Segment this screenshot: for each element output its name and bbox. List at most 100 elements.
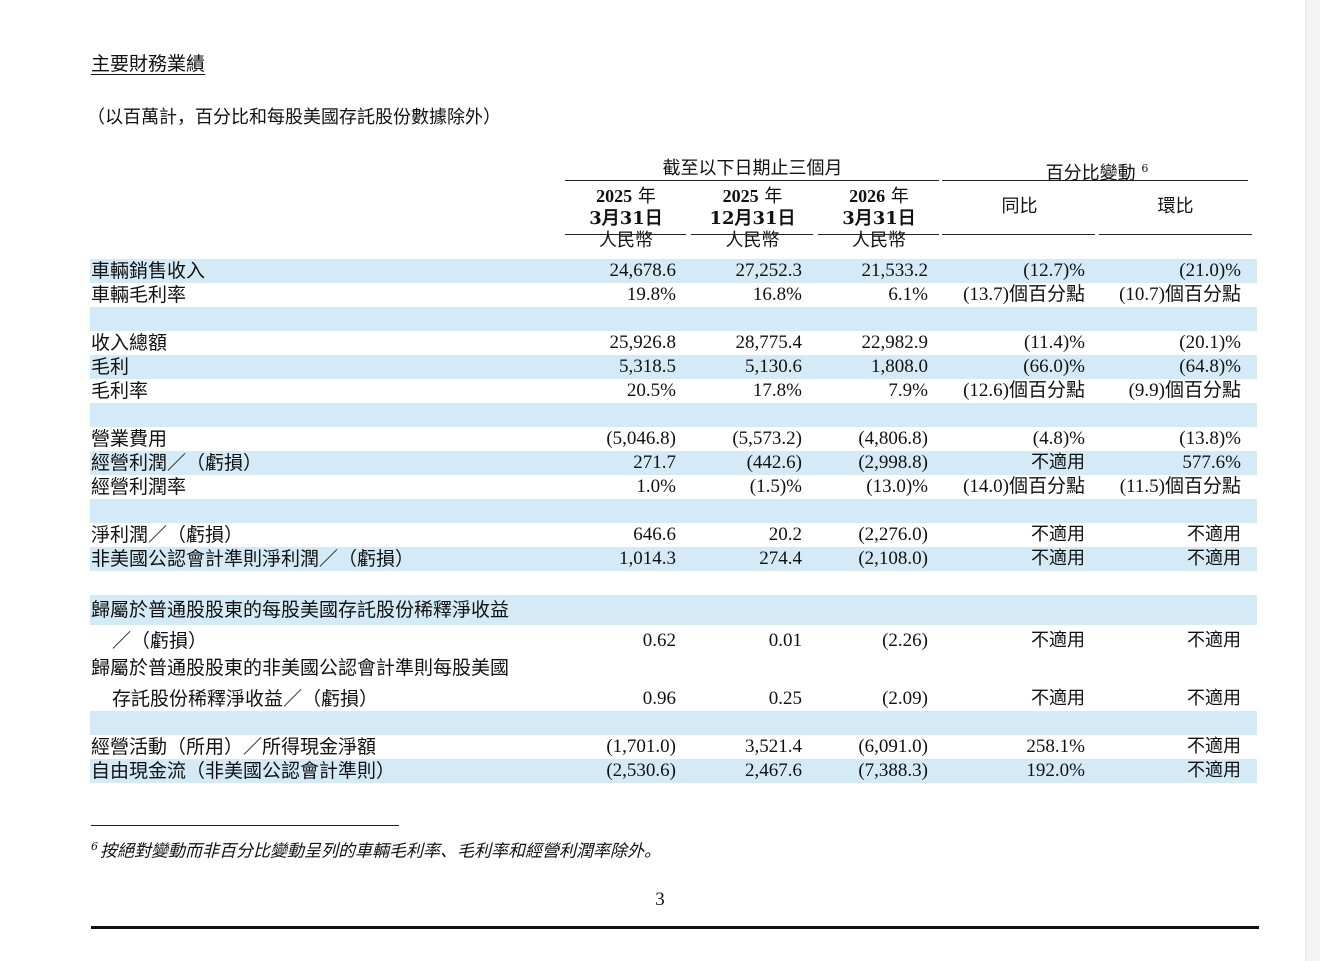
- footnote-number: 6: [91, 840, 98, 853]
- row-label: 收入總額: [91, 332, 168, 354]
- value-q1-2026: (6,091.0): [858, 736, 928, 757]
- value-yoy: 不適用: [1031, 548, 1085, 569]
- row-shading: [90, 307, 1257, 331]
- row-label: 車輛毛利率: [91, 284, 187, 306]
- group-header-three-months-rule: [565, 180, 939, 181]
- column-year: 2026 年: [818, 185, 940, 208]
- value-qoq: (9.9)個百分點: [1128, 380, 1241, 401]
- value-yoy: (12.7)%: [1023, 260, 1085, 281]
- value-qoq: 不適用: [1187, 760, 1241, 781]
- column-date: 12月31日: [709, 208, 796, 229]
- value-q1-2025: 0.62: [642, 630, 676, 651]
- value-q1-2025: (1,701.0): [606, 736, 676, 757]
- value-qoq: (20.1)%: [1179, 332, 1241, 353]
- row-shading: [90, 595, 1257, 625]
- column-year: 2025 年: [565, 185, 687, 208]
- column-header-qoq: 環比: [1157, 196, 1194, 217]
- footnote-rule: [91, 825, 399, 826]
- column-header-rule-q1-2025: [565, 234, 686, 235]
- value-q1-2026: (2,276.0): [858, 524, 928, 545]
- column-currency: 人民幣: [852, 230, 906, 251]
- column-year: 2025 年: [690, 185, 815, 208]
- footnote-text: 按絕對變動而非百分比變動呈列的車輛毛利率、毛利率和經營利潤率除外。: [100, 841, 661, 862]
- value-yoy: 不適用: [1031, 452, 1085, 473]
- column-year-suffix: 年: [890, 186, 909, 207]
- row-label: 車輛銷售收入: [91, 260, 206, 282]
- value-q4-2025: 2,467.6: [745, 760, 802, 781]
- column-year-suffix: 年: [764, 186, 783, 207]
- value-q4-2025: 3,521.4: [745, 736, 802, 757]
- row-label: 經營活動（所用）／所得現金淨額: [91, 736, 377, 758]
- value-yoy: 192.0%: [1026, 760, 1085, 781]
- group-header-three-months: 截至以下日期止三個月: [565, 158, 940, 180]
- value-q4-2025: 28,775.4: [735, 332, 803, 353]
- column-header-yoy: 同比: [1001, 196, 1038, 217]
- row-shading: [90, 759, 1257, 783]
- value-q1-2026: 6.1%: [888, 284, 928, 305]
- value-qoq: 不適用: [1187, 688, 1241, 709]
- column-header-q4-2025: 2025 年 12月31日 人民幣: [690, 185, 815, 252]
- value-q4-2025: 27,252.3: [735, 260, 803, 281]
- value-yoy: (12.6)個百分點: [963, 380, 1085, 401]
- value-q1-2025: 5,318.5: [619, 356, 676, 377]
- row-shading: [90, 451, 1257, 475]
- value-q1-2025: (2,530.6): [606, 760, 676, 781]
- value-q1-2025: 19.8%: [626, 284, 676, 305]
- value-yoy: (11.4)%: [1023, 332, 1085, 353]
- value-q1-2026: (2.26): [882, 630, 928, 651]
- group-header-pct-change: 百分比變動 6: [942, 158, 1252, 185]
- value-yoy: (13.7)個百分點: [963, 284, 1085, 305]
- value-qoq: (10.7)個百分點: [1119, 284, 1241, 305]
- column-date: 3月31日: [842, 208, 916, 229]
- value-qoq: (21.0)%: [1179, 260, 1241, 281]
- value-q1-2026: 1,808.0: [871, 356, 928, 377]
- value-q4-2025: 5,130.6: [745, 356, 802, 377]
- value-q1-2026: (7,388.3): [858, 760, 928, 781]
- value-q4-2025: 20.2: [768, 524, 802, 545]
- page-edge: [1305, 0, 1320, 961]
- column-header-rule-q1-2026: [818, 234, 939, 235]
- units-note: （以百萬計，百分比和每股美國存託股份數據除外）: [87, 107, 501, 128]
- row-shading: [90, 499, 1257, 523]
- row-label: 淨利潤／（虧損）: [91, 524, 244, 546]
- row-shading: [90, 355, 1257, 379]
- row-label: 毛利率: [91, 380, 149, 402]
- row-shading: [90, 403, 1257, 427]
- value-yoy: (4.8)%: [1032, 428, 1085, 449]
- column-year-number: 2025: [596, 186, 633, 206]
- value-q4-2025: 0.01: [768, 630, 802, 651]
- value-q1-2026: (2,998.8): [858, 452, 928, 473]
- value-q1-2025: 20.5%: [626, 380, 676, 401]
- value-q4-2025: 17.8%: [752, 380, 802, 401]
- value-qoq: 不適用: [1187, 630, 1241, 651]
- row-label: 歸屬於普通股股東的非美國公認會計準則每股美國: [91, 657, 510, 679]
- value-q1-2025: 271.7: [633, 452, 676, 473]
- value-q4-2025: 16.8%: [752, 284, 802, 305]
- row-label-continued: ／（虧損）: [112, 630, 208, 652]
- value-q1-2025: 646.6: [633, 524, 676, 545]
- row-shading: [90, 259, 1257, 283]
- value-qoq: 不適用: [1187, 548, 1241, 569]
- column-header-rule-qoq: [1099, 234, 1252, 235]
- row-label: 經營利潤率: [91, 476, 187, 498]
- row-label: 經營利潤／（虧損）: [91, 452, 263, 474]
- value-qoq: (64.8)%: [1179, 356, 1241, 377]
- row-label: 非美國公認會計準則淨利潤／（虧損）: [91, 548, 415, 570]
- value-qoq: 不適用: [1187, 736, 1241, 757]
- column-year-number: 2025: [722, 186, 759, 206]
- value-q1-2026: 7.9%: [888, 380, 928, 401]
- row-label: 自由現金流（非美國公認會計準則）: [91, 760, 396, 782]
- group-header-pct-change-text: 百分比變動: [1045, 163, 1136, 184]
- footnote: 6 按絕對變動而非百分比變動呈列的車輛毛利率、毛利率和經營利潤率除外。: [91, 836, 661, 863]
- value-q1-2026: (13.0)%: [866, 476, 928, 497]
- row-label: 毛利: [91, 356, 130, 378]
- column-header-rule-q4-2025: [691, 234, 813, 235]
- value-yoy: 不適用: [1031, 630, 1085, 651]
- column-date: 3月31日: [589, 208, 663, 229]
- row-shading: [90, 711, 1257, 735]
- row-label-continued: 存託股份稀釋淨收益／（虧損）: [112, 688, 379, 710]
- value-q4-2025: (1.5)%: [749, 476, 802, 497]
- value-q4-2025: 0.25: [768, 688, 802, 709]
- value-qoq: (11.5)個百分點: [1119, 476, 1241, 497]
